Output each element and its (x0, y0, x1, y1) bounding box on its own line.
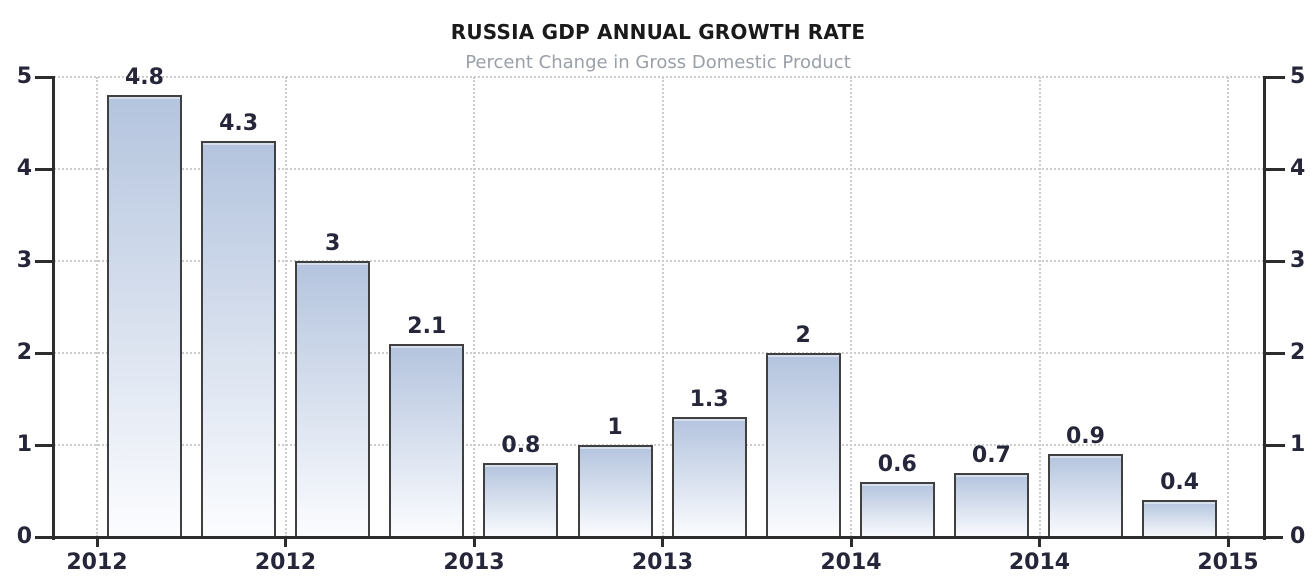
y-tick-right (1266, 168, 1285, 171)
v-gridline (1038, 77, 1041, 537)
y-tick-label-left: 0 (16, 524, 32, 549)
y-tick-right (1266, 260, 1285, 263)
y-tick-label-right: 4 (1290, 156, 1306, 181)
v-gridline (1227, 77, 1229, 537)
y-tick-label-left: 1 (16, 432, 32, 457)
y-tick-label-right: 3 (1290, 248, 1306, 273)
bar (483, 463, 559, 539)
y-tick-right (1266, 444, 1285, 447)
bar (1048, 454, 1123, 539)
bar-value-label: 0.4 (1160, 470, 1200, 496)
x-tick-label: 2014 (1008, 550, 1071, 575)
y-axis-left (52, 76, 55, 540)
x-tick (661, 539, 664, 547)
h-gridline (54, 168, 1264, 170)
y-tick-left (35, 168, 54, 171)
bar-value-label: 0.9 (1066, 424, 1105, 450)
x-tick-label: 2012 (66, 550, 128, 575)
v-gridline (284, 77, 287, 537)
bar-value-label: 0.6 (877, 451, 917, 477)
x-tick (849, 539, 853, 547)
y-tick-label-left: 2 (16, 340, 32, 365)
y-tick-label-left: 5 (16, 64, 32, 89)
bar (389, 343, 465, 539)
h-gridline (54, 352, 1264, 354)
y-tick-label-right: 1 (1290, 432, 1306, 457)
x-tick-label: 2015 (1197, 550, 1259, 575)
bar (295, 261, 371, 539)
y-tick-right (1266, 352, 1285, 355)
x-tick (472, 539, 476, 547)
y-tick-label-right: 5 (1290, 64, 1306, 89)
bar-value-label: 0.7 (971, 442, 1011, 468)
chart-title: RUSSIA GDP ANNUAL GROWTH RATE (450, 20, 866, 44)
y-tick-left (35, 444, 54, 447)
bar-value-label: 3 (325, 231, 341, 256)
bar (1142, 500, 1218, 539)
y-axis-right (1263, 76, 1266, 540)
bar (671, 417, 747, 539)
x-tick-label: 2013 (443, 550, 505, 575)
bar (953, 472, 1029, 539)
bar-value-label: 0.8 (501, 433, 541, 459)
bar-value-label: 2.1 (407, 313, 447, 339)
y-tick-left (35, 76, 54, 79)
x-tick (95, 539, 99, 547)
y-tick-label-right: 2 (1290, 340, 1306, 365)
bar (765, 353, 841, 539)
h-gridline (54, 444, 1264, 446)
y-tick-left (35, 352, 54, 355)
v-gridline (661, 77, 664, 537)
bar (577, 445, 653, 539)
y-tick-left (35, 260, 54, 263)
bar (859, 481, 935, 539)
x-tick-label: 2014 (820, 550, 882, 575)
bar-value-label: 4.3 (219, 111, 259, 137)
y-tick-label-left: 3 (16, 248, 32, 273)
y-tick-right (1266, 76, 1285, 79)
x-tick (284, 539, 287, 547)
bar-value-label: 2 (795, 323, 811, 348)
v-gridline (850, 77, 852, 537)
x-tick (1038, 539, 1041, 547)
h-gridline (54, 260, 1264, 262)
bar (201, 141, 277, 539)
y-tick-label-right: 0 (1290, 524, 1306, 549)
bar-value-label: 4.8 (125, 65, 164, 91)
v-gridline (96, 77, 98, 537)
bar-value-label: 1.3 (689, 387, 729, 413)
chart-subtitle: Percent Change in Gross Domestic Product (465, 52, 851, 73)
bar (107, 95, 182, 539)
bar-value-label: 1 (607, 415, 623, 440)
x-axis (35, 536, 1283, 539)
v-gridline (473, 77, 475, 537)
y-tick-label-left: 4 (16, 156, 32, 181)
x-tick-label: 2013 (631, 550, 694, 575)
x-tick (1226, 539, 1230, 547)
h-gridline (54, 76, 1264, 78)
x-tick-label: 2012 (254, 550, 317, 575)
